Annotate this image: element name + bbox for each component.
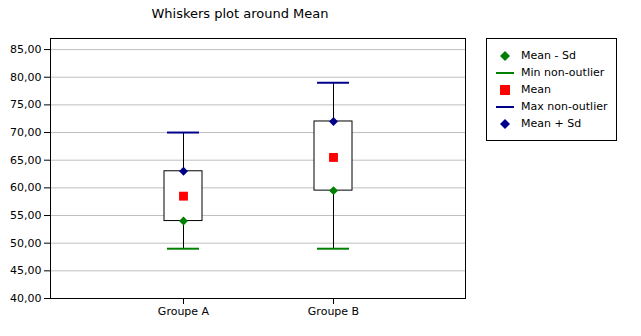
html-text:Max non-outlier: Max non-outlier (521, 100, 608, 113)
svg-text:80,00: 80,00 (10, 71, 42, 84)
svg-text:85,00: 85,00 (10, 43, 42, 56)
svg-text:Groupe A: Groupe A (158, 305, 210, 318)
svg-text:Groupe B: Groupe B (308, 305, 359, 318)
svg-text:50,00: 50,00 (10, 237, 42, 250)
html-text:Mean: Mean (521, 83, 551, 96)
svg-text:70,00: 70,00 (10, 126, 42, 139)
html-text:Min non-outlier: Min non-outlier (521, 66, 605, 79)
svg-text:45,00: 45,00 (10, 264, 42, 277)
svg-text:65,00: 65,00 (10, 154, 42, 167)
html-text:Mean + Sd: Mean + Sd (521, 117, 582, 130)
html-text:Whiskers plot around Mean: Whiskers plot around Mean (151, 6, 329, 21)
svg-text:40,00: 40,00 (10, 292, 42, 305)
svg-text:60,00: 60,00 (10, 181, 42, 194)
svg-text:75,00: 75,00 (10, 98, 42, 111)
svg-text:55,00: 55,00 (10, 209, 42, 222)
html-text:Mean - Sd: Mean - Sd (521, 49, 576, 62)
